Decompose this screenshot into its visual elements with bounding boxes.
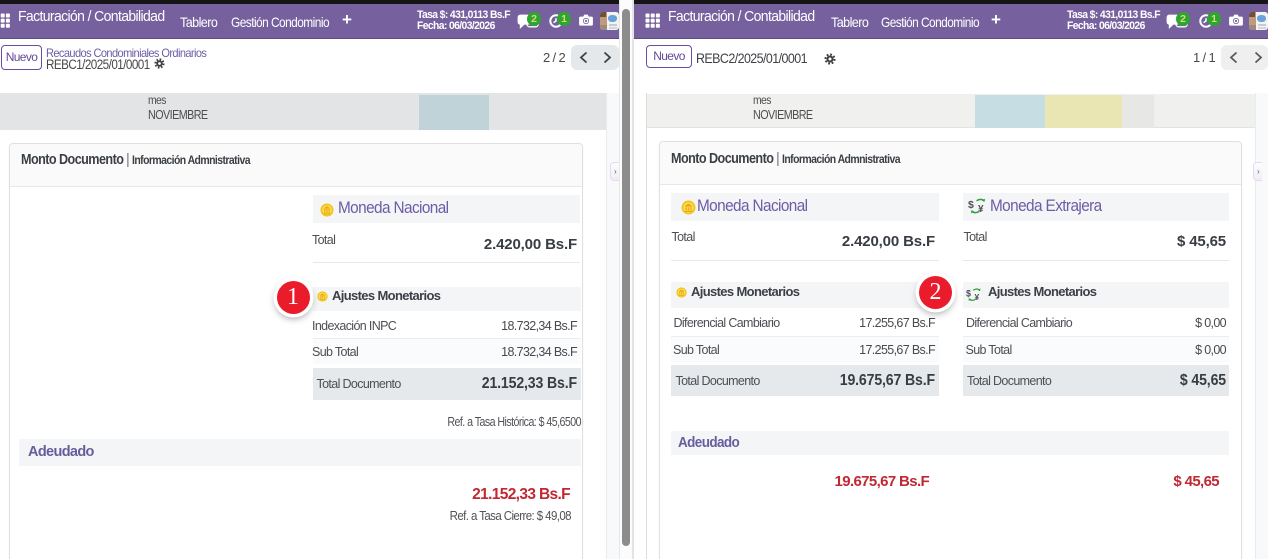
svg-text:¥: ¥ bbox=[975, 292, 980, 302]
svg-text:¥: ¥ bbox=[978, 204, 984, 214]
svg-text:$: $ bbox=[968, 199, 974, 211]
svg-text:$: $ bbox=[966, 288, 971, 298]
